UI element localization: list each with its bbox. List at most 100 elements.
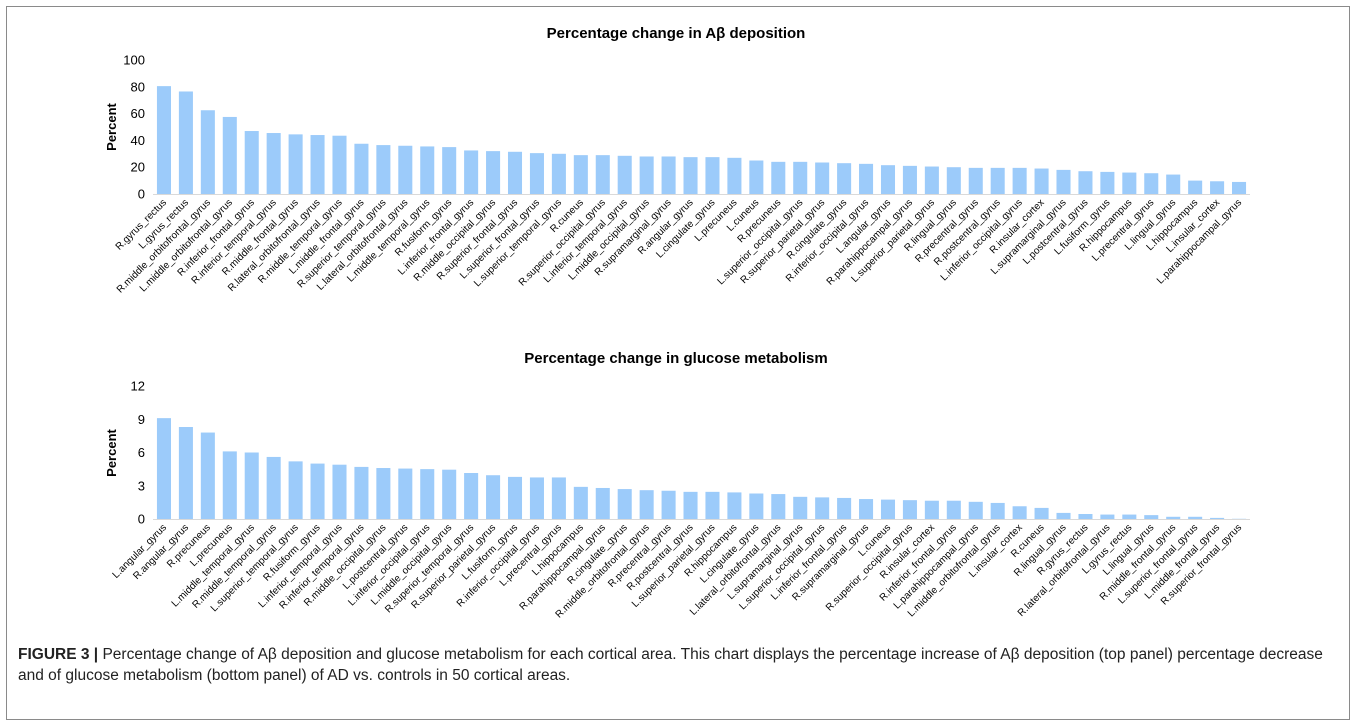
bar: [793, 161, 808, 194]
bar: [266, 133, 281, 194]
bar: [551, 153, 566, 194]
bar: [551, 477, 566, 519]
bar: [705, 157, 720, 194]
bar: [376, 468, 391, 519]
bar: [1012, 506, 1027, 519]
y-axis-label: Percent: [104, 102, 119, 150]
bar: [595, 487, 610, 519]
x-tick-labels: L.angular_gyrusR.angular_gyrusR.precuneu…: [111, 522, 1245, 620]
bar: [1122, 172, 1137, 194]
bar: [1166, 174, 1181, 194]
bar: [573, 486, 588, 519]
y-tick-label: 0: [138, 512, 145, 527]
bar: [398, 145, 413, 194]
bar: [924, 500, 939, 519]
bar: [661, 156, 676, 194]
bar: [507, 476, 523, 519]
bar: [661, 490, 676, 519]
bar: [222, 116, 237, 194]
y-tick-label: 100: [123, 53, 145, 68]
bar: [529, 153, 544, 194]
bar: [244, 452, 259, 519]
x-tick-labels: R.gyrus_rectusL.gyrus_rectusR.middle_orb…: [114, 197, 1244, 295]
y-tick-label: 60: [131, 106, 145, 121]
bar: [727, 157, 742, 194]
bar: [990, 167, 1005, 194]
bar: [1188, 180, 1203, 194]
bar: [420, 146, 435, 194]
bar: [1100, 171, 1115, 194]
bar: [1034, 507, 1049, 519]
bar: [880, 499, 896, 519]
bar: [705, 491, 720, 519]
bar: [1144, 515, 1159, 519]
chart-title: Percentage change in Aβ deposition: [547, 25, 806, 42]
bar: [859, 499, 874, 519]
y-tick-label: 80: [131, 79, 145, 94]
y-tick-label: 0: [138, 187, 145, 202]
y-tick-label: 40: [131, 133, 145, 148]
bar: [573, 155, 588, 194]
bar: [1210, 181, 1225, 194]
bar: [815, 497, 830, 519]
figure-caption: FIGURE 3 | Percentage change of Aβ depos…: [18, 644, 1340, 686]
bar: [464, 150, 479, 194]
bar: [1012, 167, 1027, 194]
bar: [442, 469, 457, 519]
bar: [815, 162, 830, 194]
bar: [727, 492, 742, 519]
bar: [1210, 517, 1225, 519]
bar: [1078, 514, 1093, 519]
bar: [1100, 514, 1115, 519]
bar: [859, 163, 874, 194]
bar: [771, 494, 786, 519]
bar: [332, 464, 347, 519]
bar: [486, 151, 501, 194]
bar: [902, 165, 917, 194]
bar: [595, 155, 610, 194]
bar: [1188, 516, 1203, 519]
bar: [837, 163, 852, 194]
bar: [946, 500, 961, 519]
bar: [793, 496, 808, 519]
bar: [420, 469, 435, 519]
bar: [1056, 512, 1071, 519]
bar: [288, 134, 303, 194]
y-tick-label: 12: [131, 379, 145, 394]
bar: [354, 143, 369, 194]
bar: [354, 466, 369, 519]
bar: [837, 497, 852, 519]
y-tick-labels: 0 3 6 9 12: [131, 379, 145, 527]
bar: [683, 157, 698, 194]
bar: [310, 463, 325, 519]
chart-ab-deposition: Percentage change in Aβ deposition Perce…: [104, 25, 1250, 296]
bar: [222, 451, 237, 519]
chart-title: Percentage change in glucose metabolism: [524, 350, 827, 367]
bar: [1232, 181, 1247, 194]
bar: [749, 160, 764, 194]
bar: [288, 461, 303, 519]
bar: [946, 167, 961, 194]
bar: [1078, 171, 1093, 194]
y-tick-label: 20: [131, 160, 145, 175]
bar: [1034, 168, 1049, 194]
bar: [1122, 514, 1137, 519]
bar: [486, 475, 501, 519]
caption-text: Percentage change of Aβ deposition and g…: [18, 646, 1323, 684]
y-tick-labels: 0 20 40 60 80 100: [123, 53, 145, 202]
bar: [442, 147, 457, 194]
bar: [617, 489, 632, 519]
y-tick-label: 3: [138, 478, 145, 493]
bar: [156, 86, 171, 194]
bar: [266, 456, 281, 519]
bar: [639, 156, 654, 194]
bar: [968, 501, 983, 519]
bar: [880, 165, 896, 194]
bar: [507, 151, 523, 194]
bar: [178, 91, 193, 194]
bar: [178, 427, 193, 519]
bar: [310, 135, 325, 194]
bar: [771, 161, 786, 194]
caption-label: FIGURE 3 |: [18, 646, 99, 663]
bar: [968, 167, 983, 194]
